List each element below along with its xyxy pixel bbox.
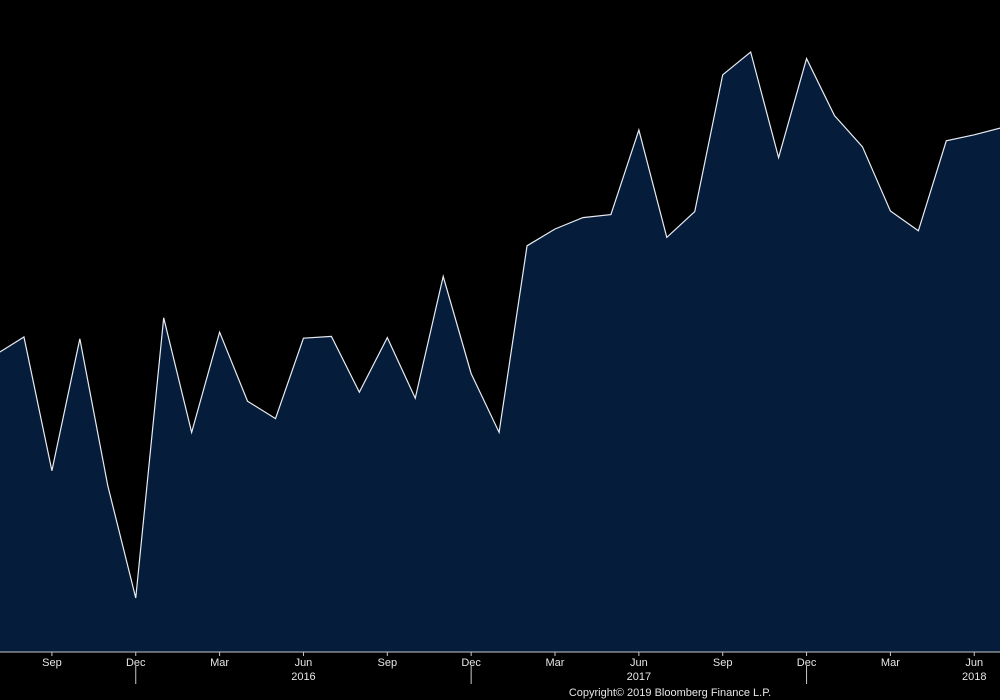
x-tick-label: Jun xyxy=(630,657,648,669)
plot-area xyxy=(0,50,1000,652)
x-tick-label: Jun xyxy=(295,657,313,669)
x-tick-label: Mar xyxy=(546,657,565,669)
x-tick-label: Sep xyxy=(42,657,62,669)
x-axis-labels: Sep Dec Mar Jun Sep Dec Mar Jun Sep Dec Mar Jun 2016… xyxy=(42,657,986,683)
x-tick-label: Dec xyxy=(797,657,817,669)
x-axis-ticks xyxy=(51,652,975,656)
x-tick-label: Mar xyxy=(881,657,900,669)
x-tick-label: Mar xyxy=(210,657,229,669)
x-year-label: 2017 xyxy=(627,671,651,683)
series-line xyxy=(0,50,1000,599)
x-year-label: 2018 xyxy=(962,671,986,683)
copyright-notice: Copyright© 2019 Bloomberg Finance L.P. xyxy=(569,687,771,699)
x-tick-label: Dec xyxy=(461,657,481,669)
x-tick-label: Jun xyxy=(965,657,983,669)
x-tick-label: Dec xyxy=(126,657,146,669)
series-area-fill xyxy=(0,52,1000,652)
x-axis xyxy=(0,651,1000,684)
x-tick-label: Sep xyxy=(378,657,398,669)
x-year-label: 2016 xyxy=(291,671,315,683)
x-tick-label: Sep xyxy=(713,657,733,669)
